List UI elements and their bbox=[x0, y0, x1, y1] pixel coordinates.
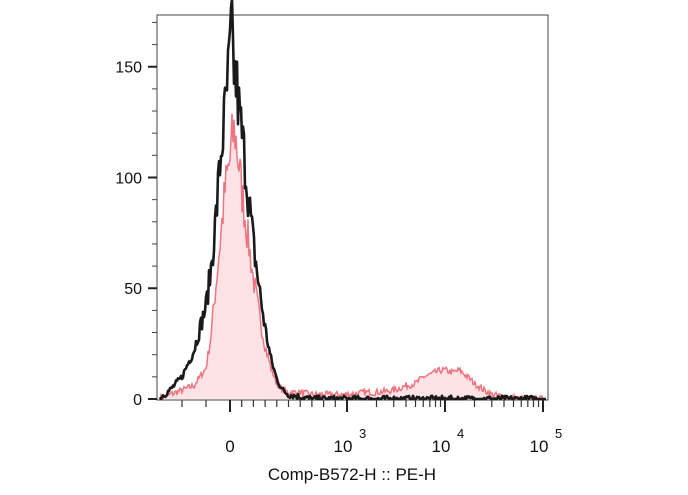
y-tick-label-50: 50 bbox=[124, 281, 142, 298]
x-tick-exponent-100000: 5 bbox=[555, 426, 562, 441]
y-tick-label-0: 0 bbox=[133, 392, 142, 409]
series-0-line bbox=[159, 113, 546, 402]
x-tick-label-1000: 10 bbox=[334, 437, 353, 456]
y-tick-label-100: 100 bbox=[115, 170, 142, 187]
x-tick-exponent-1000: 3 bbox=[359, 426, 366, 441]
x-tick-label-100000: 10 bbox=[530, 437, 549, 456]
y-tick-label-150: 150 bbox=[115, 60, 142, 77]
axis-layer: 0 50 100 150 0 10 3 10 4 10 5 bbox=[115, 21, 562, 456]
fill-layer bbox=[160, 113, 546, 399]
series-1-line bbox=[158, 0, 547, 401]
x-axis-label: Comp-B572-H :: PE-H bbox=[268, 465, 436, 484]
series-0-fill bbox=[160, 113, 546, 399]
x-tick-exponent-10000: 4 bbox=[457, 426, 464, 441]
x-tick-label-0: 0 bbox=[225, 437, 234, 456]
line-layer bbox=[158, 0, 547, 402]
x-tick-label-10000: 10 bbox=[432, 437, 451, 456]
